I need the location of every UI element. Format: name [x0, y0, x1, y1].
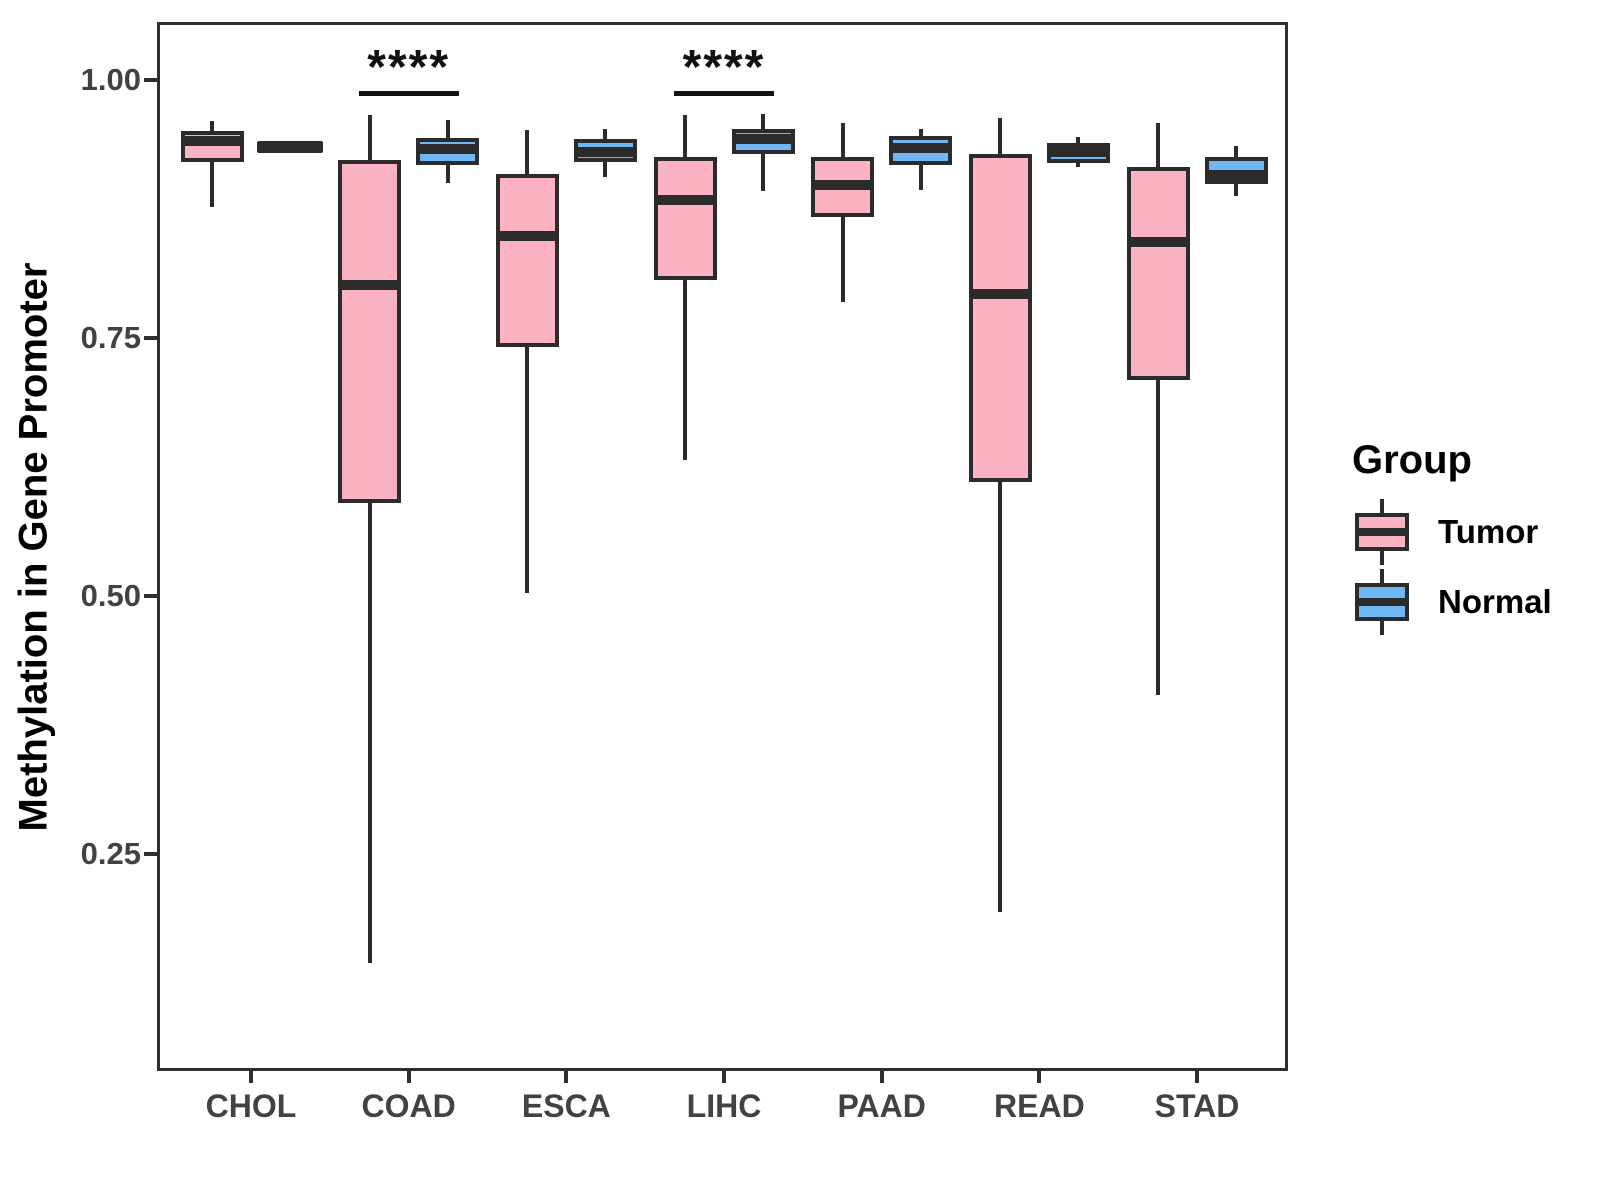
- x-tick-label-paad: PAAD: [837, 1088, 926, 1124]
- plot-panel: [157, 22, 1288, 1071]
- significance-stars-lihc: ****: [682, 41, 766, 94]
- legend-key-normal-icon: [1352, 569, 1412, 635]
- legend-item-tumor: Tumor: [1352, 497, 1552, 567]
- x-tick-mark: [564, 1071, 569, 1083]
- box-lihc-normal-median: [731, 133, 795, 144]
- x-tick-mark: [249, 1071, 253, 1083]
- x-tick-label-read: READ: [994, 1088, 1085, 1124]
- x-tick-mark: [1037, 1071, 1042, 1083]
- box-coad-normal-median: [416, 144, 480, 155]
- y-tick-mark: [144, 852, 157, 856]
- y-tick-mark: [144, 78, 157, 82]
- box-chol-normal-median-dash: [257, 141, 323, 154]
- box-read-tumor-median: [968, 288, 1032, 299]
- box-lihc-tumor: [653, 157, 717, 281]
- box-esca-tumor-whisker: [525, 129, 530, 593]
- box-lihc-tumor-whisker: [683, 115, 687, 460]
- legend: Group Tumor Normal: [1352, 438, 1552, 637]
- x-tick-label-coad: COAD: [361, 1088, 456, 1124]
- box-coad-tumor-median: [338, 280, 402, 291]
- x-tick-mark: [406, 1071, 411, 1083]
- y-tick-mark: [144, 594, 157, 598]
- legend-key-tumor-icon: [1352, 499, 1412, 565]
- y-tick-label: 0.50: [80, 578, 141, 613]
- box-esca-normal-median: [573, 147, 637, 158]
- box-chol-tumor-whisker: [210, 121, 214, 207]
- significance-stars-coad: ****: [367, 41, 451, 94]
- box-lihc-tumor-median: [653, 194, 717, 205]
- box-coad-tumor-whisker: [367, 115, 372, 964]
- legend-label-normal: Normal: [1438, 583, 1552, 620]
- box-paad-normal-median: [889, 143, 953, 154]
- legend-rows: Tumor Normal: [1352, 497, 1552, 637]
- box-read-normal-median: [1046, 147, 1110, 158]
- x-tick-label-lihc: LIHC: [686, 1088, 762, 1124]
- legend-key-median: [1355, 598, 1409, 606]
- legend-title: Group: [1352, 438, 1472, 482]
- y-tick-label: 0.75: [80, 320, 141, 355]
- box-paad-tumor-median: [811, 180, 875, 191]
- box-esca-tumor-median: [495, 230, 559, 241]
- y-tick-mark: [144, 336, 157, 340]
- box-esca-tumor: [495, 173, 559, 348]
- box-stad-tumor-median: [1126, 237, 1190, 248]
- significance-line-lihc: [674, 91, 774, 97]
- box-read-tumor-whisker: [998, 118, 1003, 912]
- x-tick-mark: [879, 1071, 884, 1083]
- box-chol-tumor: [180, 130, 244, 162]
- legend-label-tumor: Tumor: [1438, 513, 1539, 550]
- box-stad-normal-median: [1204, 169, 1268, 180]
- significance-line-coad: [358, 91, 459, 97]
- x-tick-label-esca: ESCA: [521, 1088, 611, 1124]
- x-tick-label-chol: CHOL: [205, 1088, 297, 1124]
- x-tick-mark: [722, 1071, 726, 1083]
- box-read-tumor: [968, 154, 1032, 483]
- box-coad-tumor: [338, 160, 402, 504]
- box-stad-tumor-whisker: [1156, 123, 1161, 696]
- y-tick-label: 0.25: [80, 836, 141, 871]
- legend-key-median: [1355, 528, 1409, 536]
- y-tick-label: 1.00: [80, 62, 141, 97]
- x-tick-label-stad: STAD: [1154, 1088, 1240, 1124]
- box-chol-tumor-median: [180, 135, 244, 146]
- x-tick-mark: [1195, 1071, 1200, 1083]
- legend-item-normal: Normal: [1352, 567, 1552, 637]
- box-stad-tumor: [1126, 166, 1190, 381]
